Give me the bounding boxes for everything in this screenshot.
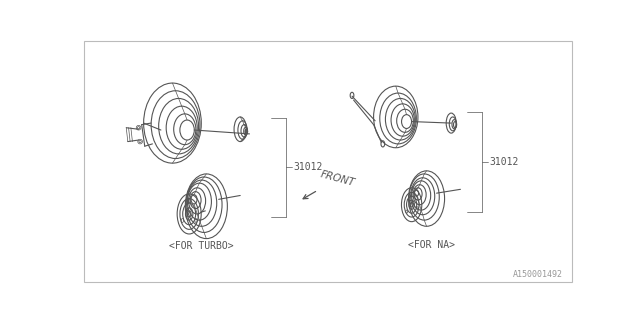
Text: FRONT: FRONT	[319, 170, 356, 188]
Text: 31012: 31012	[293, 162, 323, 172]
Text: <FOR TURBO>: <FOR TURBO>	[168, 241, 233, 251]
Text: A150001492: A150001492	[513, 270, 563, 279]
Text: 31012: 31012	[490, 156, 519, 167]
Text: <FOR NA>: <FOR NA>	[408, 240, 456, 250]
